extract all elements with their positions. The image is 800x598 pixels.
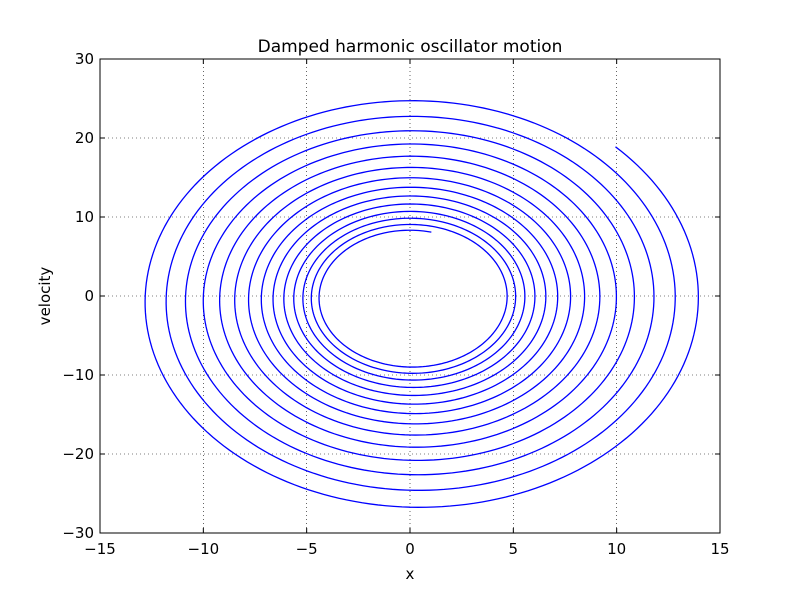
y-tick-label: −20 (62, 445, 94, 463)
y-tick-label: 20 (75, 129, 94, 147)
x-tick-label: 5 (509, 540, 519, 558)
y-tick-label: −30 (62, 524, 94, 542)
series-line (144, 100, 700, 508)
axis-tick-labels: −15 −10 −5 0 5 10 15 −30 −20 −10 0 10 20 30 (62, 50, 729, 558)
x-tick-label: −5 (296, 540, 318, 558)
x-tick-label: −10 (188, 540, 220, 558)
y-tick-label: 30 (75, 50, 94, 68)
y-axis-label: velocity (36, 267, 54, 326)
y-tick-label: −10 (62, 366, 94, 384)
x-tick-label: 10 (607, 540, 626, 558)
x-tick-label: 0 (405, 540, 415, 558)
x-tick-label: −15 (84, 540, 116, 558)
axis-ticks (99, 58, 721, 534)
x-axis-label: x (406, 565, 415, 583)
grid (100, 59, 720, 533)
y-tick-label: 0 (84, 287, 94, 305)
chart-title: Damped harmonic oscillator motion (258, 37, 563, 57)
x-tick-label: 15 (710, 540, 729, 558)
y-tick-label: 10 (75, 208, 94, 226)
